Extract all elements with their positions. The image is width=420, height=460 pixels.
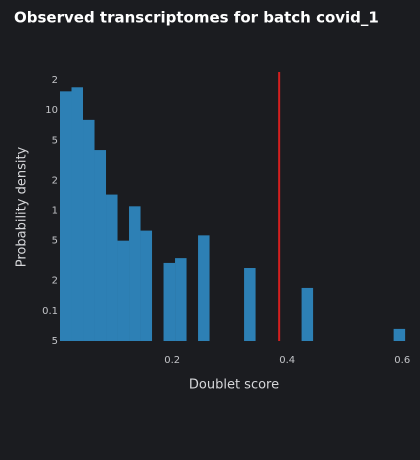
y-tick-label: 10 [45,105,58,116]
bar [163,262,176,341]
bar [106,194,118,341]
x-tick-label: 0.4 [279,355,295,366]
bar [301,287,314,341]
bar [198,235,210,341]
x-axis-label: Doublet score [189,378,279,393]
x-tick-label: 0.2 [164,355,180,366]
y-tick-label: 0.1 [42,306,58,317]
y-axis-label: Probability density [15,146,30,267]
bar [244,268,256,341]
y-tick-label: 2 [52,175,58,186]
y-tick-label: 2 [52,276,58,287]
y-tick-label: 2 [52,75,58,86]
y-tick-label: 5 [52,135,58,146]
bar [83,119,95,342]
y-tick-label: 5 [52,336,58,347]
bar [71,87,84,341]
bar [94,150,107,341]
bar [393,328,406,341]
chart-title: Observed transcriptomes for batch covid_… [14,9,379,27]
bar [60,91,72,341]
bar [129,206,141,341]
x-tick-label: 0.6 [394,355,410,366]
y-tick-label: 1 [52,205,58,216]
bar [175,258,187,341]
y-tick-label: 5 [52,236,58,247]
bar [140,230,153,341]
bar [117,240,130,341]
